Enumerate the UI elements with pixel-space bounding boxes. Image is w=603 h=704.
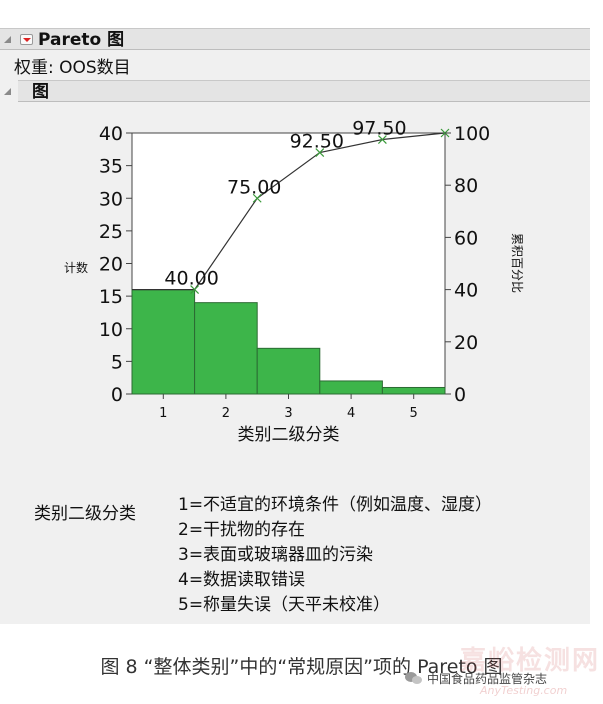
point-label: 97.50 [352, 118, 406, 140]
legend-title: 类别二级分类 [34, 504, 136, 524]
y2-axis-label: 累积百分比 [510, 233, 524, 293]
y2-tick-label: 40 [454, 280, 478, 302]
report-panel: Pareto 图 权重: OOS数目 图 [0, 28, 590, 624]
cumulative-marker [190, 285, 200, 295]
y-tick-label: 10 [99, 319, 123, 341]
cumulative-marker [377, 135, 387, 144]
y-tick-label: 5 [111, 351, 123, 373]
bar [319, 380, 383, 395]
legend-item: 5=称量失误（天平未校准） [178, 595, 391, 615]
y-tick-label: 40 [99, 123, 123, 145]
wechat-account: 中国食品药品监管杂志 [405, 670, 547, 687]
bar [131, 289, 196, 395]
bar [256, 347, 321, 395]
report-title: Pareto 图 [38, 30, 125, 50]
legend-item: 3=表面或玻璃器皿的污染 [178, 545, 374, 565]
cumulative-line [132, 132, 446, 291]
weight-label: 权重: OOS数目 [14, 58, 131, 78]
watermark-site: 嘉峪检测网 [460, 646, 601, 676]
cumulative-marker [315, 148, 325, 157]
disclosure-triangle-icon[interactable] [4, 88, 11, 95]
plot-outline-header[interactable]: 图 [4, 80, 590, 102]
x-tick-label: 4 [347, 406, 355, 421]
x-tick-label: 3 [284, 406, 292, 421]
x-tick-label: 2 [222, 406, 230, 421]
pareto-chart: 40.0075.0092.5097.5005101520253035400204… [64, 118, 524, 445]
y-tick-label: 15 [99, 286, 123, 308]
y2-tick-label: 100 [454, 123, 490, 145]
legend-item: 1=不适宜的环境条件（例如温度、湿度） [178, 495, 493, 515]
legend-item: 4=数据读取错误 [178, 570, 306, 590]
point-label: 92.50 [290, 131, 344, 153]
bar [381, 386, 446, 395]
plot-section-title: 图 [32, 82, 49, 102]
red-triangle-menu-icon[interactable] [20, 34, 33, 45]
watermark-url: AnyTesting.com [480, 684, 568, 697]
y-tick-label: 25 [99, 221, 123, 243]
legend-item: 2=干扰物的存在 [178, 520, 306, 540]
point-label: 40.00 [164, 268, 218, 290]
wechat-account-name: 中国食品药品监管杂志 [427, 672, 548, 686]
bar [194, 302, 258, 395]
pareto-outline-header[interactable]: Pareto 图 [0, 28, 590, 50]
x-tick-label: 5 [410, 406, 418, 421]
y2-tick-label: 0 [454, 384, 466, 406]
wechat-icon [405, 671, 423, 686]
y-tick-label: 0 [111, 384, 123, 406]
y2-tick-label: 60 [454, 227, 478, 249]
cumulative-marker [252, 193, 262, 203]
y2-tick-label: 20 [454, 332, 478, 354]
y-tick-label: 20 [99, 254, 123, 276]
disclosure-triangle-icon[interactable] [4, 36, 11, 43]
y-tick-label: 35 [99, 156, 123, 178]
y-tick-label: 30 [99, 188, 123, 210]
x-tick-label: 1 [159, 406, 167, 421]
y-axis-label: 计数 [64, 260, 88, 275]
figure-caption: 图 8 “整体类别”中的“常规原因”项的 Pareto 图 [100, 656, 503, 678]
legend-list: 1=不适宜的环境条件（例如温度、湿度） 2=干扰物的存在 3=表面或玻璃器皿的污… [178, 493, 492, 618]
y2-tick-label: 80 [454, 175, 478, 197]
point-label: 75.00 [227, 176, 281, 198]
x-axis-label: 类别二级分类 [238, 425, 340, 445]
